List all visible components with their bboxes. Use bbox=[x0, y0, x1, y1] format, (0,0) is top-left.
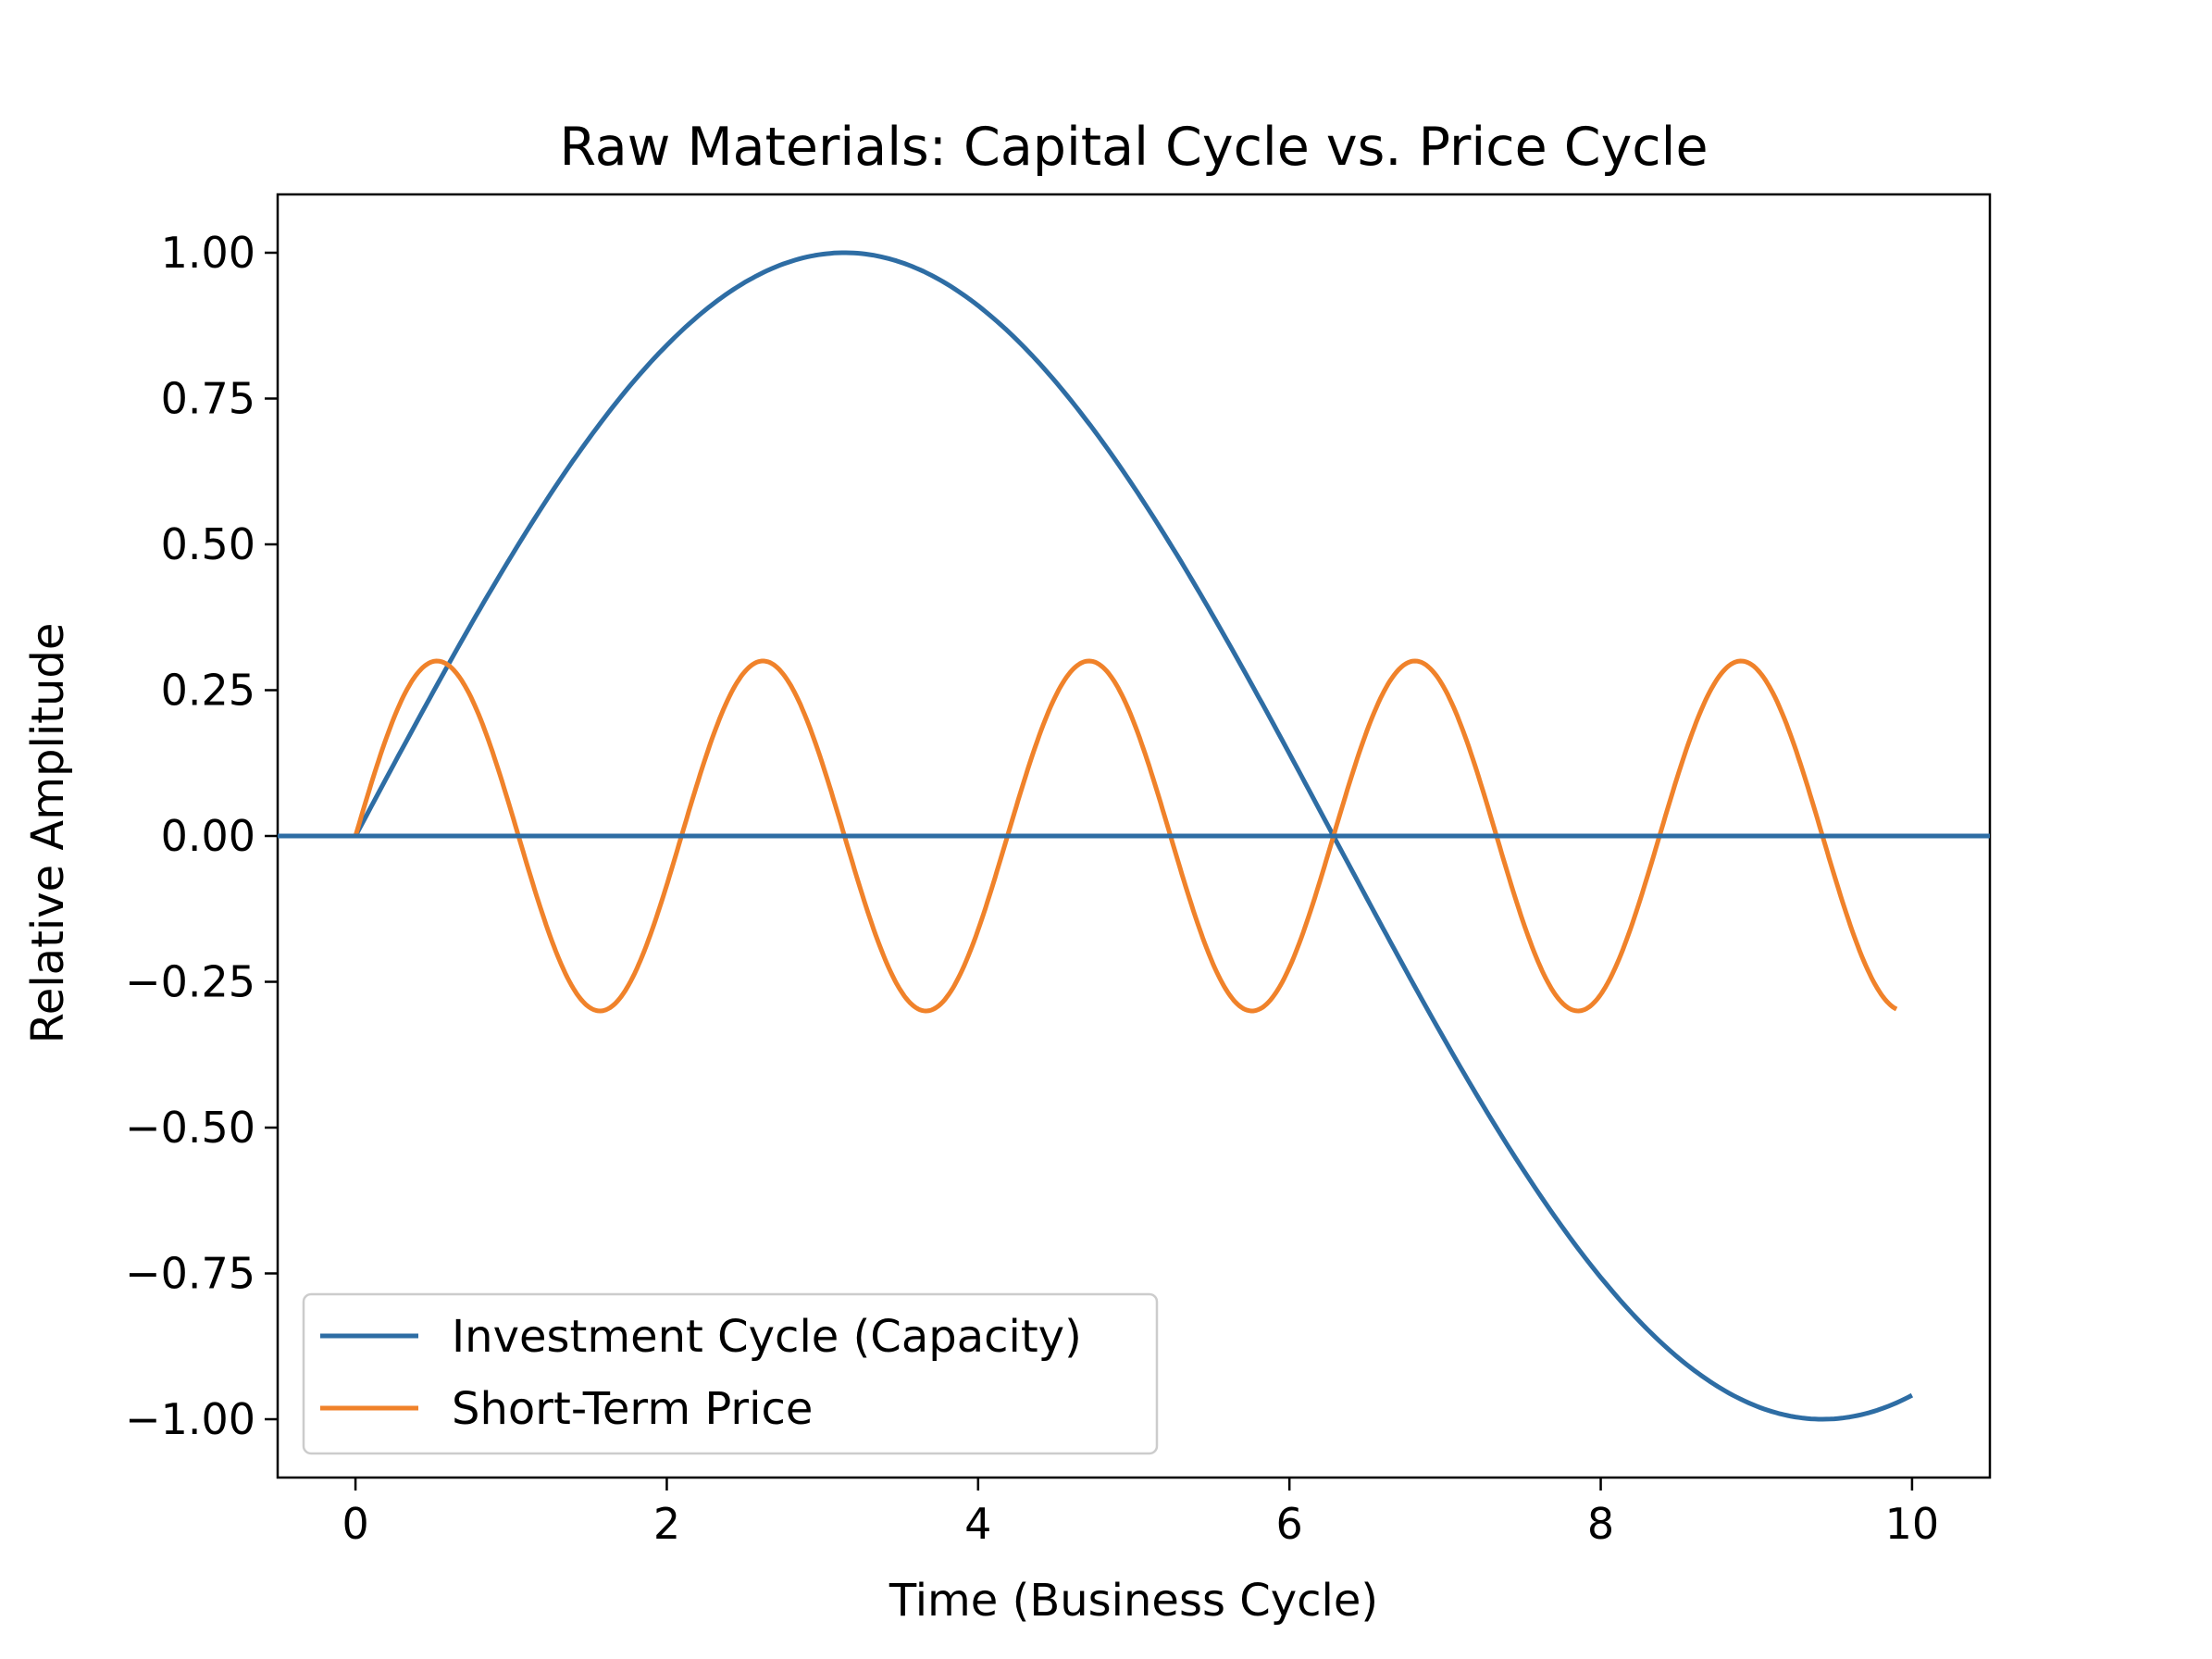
x-tick-label: 2 bbox=[653, 1499, 680, 1549]
legend-box bbox=[302, 1292, 1159, 1455]
plot-area: 0 2 4 6 8 10 1.00 0.75 0.50 0.25 0.00 −0.25 −0.50 −0.… bbox=[125, 193, 1992, 1549]
legend-entry-label: Short-Term Price bbox=[452, 1383, 813, 1435]
y-tick-label: −0.75 bbox=[125, 1249, 255, 1299]
legend: Investment Cycle (Capacity) Short-Term Pr… bbox=[302, 1292, 1159, 1455]
x-tick-label: 6 bbox=[1276, 1499, 1303, 1549]
series-line-short-term-price bbox=[353, 658, 1898, 1014]
series-group bbox=[278, 250, 1990, 1422]
x-tick-label: 4 bbox=[964, 1499, 991, 1549]
chart-title: Raw Materials: Capital Cycle vs. Price C… bbox=[559, 117, 1708, 178]
y-tick-label: −0.25 bbox=[125, 957, 255, 1007]
y-tick-label: 1.00 bbox=[161, 228, 255, 278]
y-tick-label: 0.75 bbox=[161, 374, 255, 424]
y-tick-label: 0.00 bbox=[161, 811, 255, 861]
y-tick-label: −0.50 bbox=[125, 1103, 255, 1153]
x-tick-label: 8 bbox=[1587, 1499, 1614, 1549]
x-axis-label: Time (Business Cycle) bbox=[889, 1575, 1378, 1627]
y-tick-label: −1.00 bbox=[125, 1394, 255, 1444]
x-tick-label: 10 bbox=[1885, 1499, 1940, 1549]
x-tick-label: 0 bbox=[342, 1499, 368, 1549]
y-tick-label: 0.50 bbox=[161, 519, 255, 569]
y-tick-label: 0.25 bbox=[161, 666, 255, 716]
series-line-investment-cycle bbox=[353, 250, 1914, 1422]
legend-entry-label: Investment Cycle (Capacity) bbox=[452, 1311, 1082, 1363]
y-axis-label: Relative Amplitude bbox=[22, 623, 74, 1044]
